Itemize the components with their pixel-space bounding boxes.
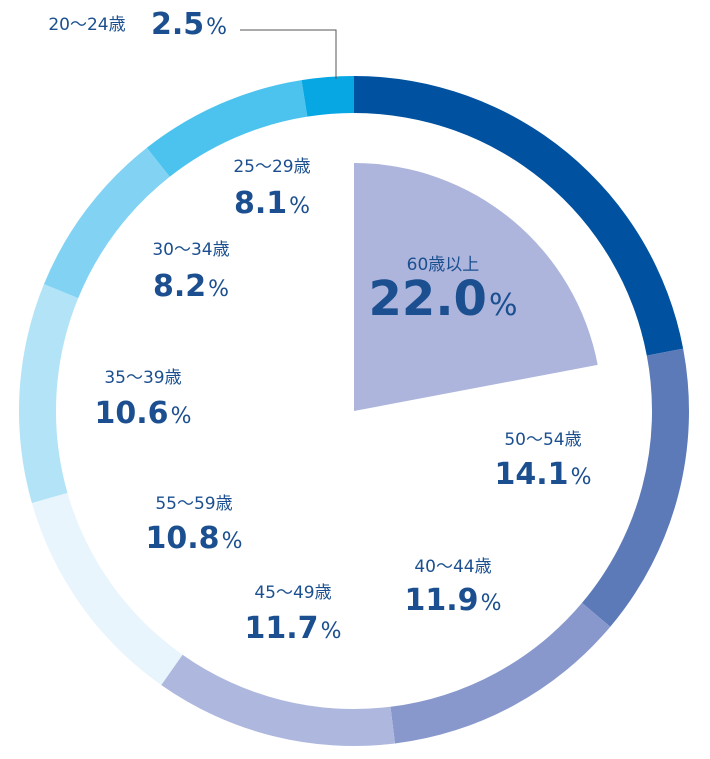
value-label-4: 10.8% (146, 521, 243, 556)
value-label-2: 11.9% (405, 583, 502, 618)
category-label-6: 30～34歳 (152, 240, 229, 260)
category-label-1: 50～54歳 (504, 430, 581, 450)
value-label-5: 10.6% (95, 396, 192, 431)
category-label-4: 55～59歳 (155, 494, 232, 514)
ring-segment-1 (581, 348, 689, 627)
outer-ring (18, 76, 689, 746)
ring-segment-4 (31, 492, 183, 685)
category-label-8: 20～24歳 (48, 15, 125, 35)
value-label-6: 8.2% (153, 269, 229, 304)
ring-segment-3 (161, 654, 395, 746)
category-label-3: 45～49歳 (254, 583, 331, 603)
ring-segment-6 (43, 147, 170, 299)
sector-60-plus (354, 163, 598, 411)
value-label-8: 2.5% (151, 7, 227, 42)
category-label-2: 40～44歳 (414, 557, 491, 577)
ring-segment-5 (18, 284, 79, 504)
value-label-1: 14.1% (495, 457, 592, 492)
leader-line-layer (240, 29, 337, 80)
ring-segment-8 (301, 76, 354, 117)
value-label-3: 11.7% (245, 611, 342, 646)
ring-segment-0 (354, 76, 684, 356)
highlighted-sector-layer (354, 163, 598, 411)
category-label-7: 25～29歳 (233, 157, 310, 177)
category-label-5: 35～39歳 (104, 368, 181, 388)
leader-line (240, 29, 337, 80)
ring-segment-2 (390, 602, 611, 744)
ring-segment-7 (146, 80, 308, 177)
value-label-7: 8.1% (234, 186, 310, 221)
category-label-0: 60歳以上 (407, 255, 480, 275)
value-label-0: 22.0% (369, 271, 518, 327)
